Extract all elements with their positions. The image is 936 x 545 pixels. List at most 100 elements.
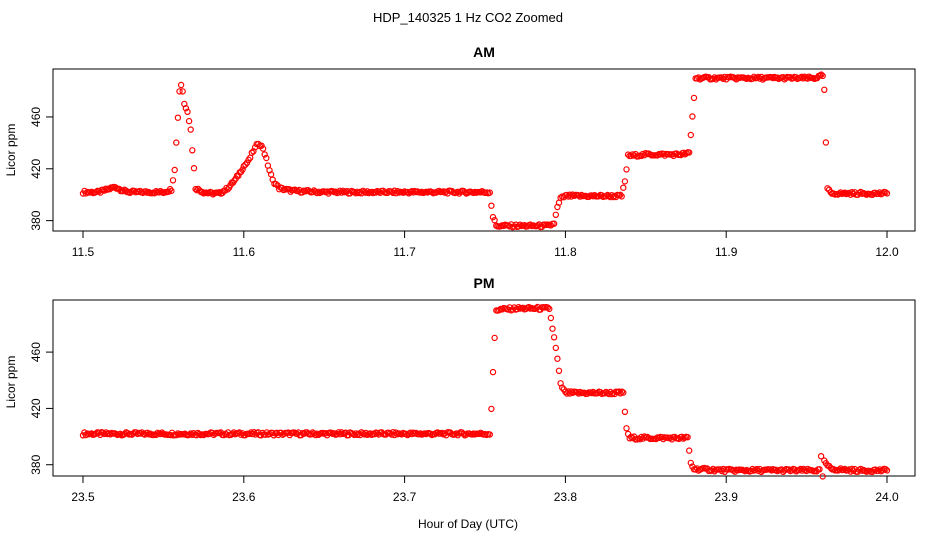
am-data-point	[309, 188, 316, 196]
pm-points	[79, 303, 891, 480]
am-data-point	[617, 191, 624, 198]
pm-data-point	[549, 325, 556, 332]
pm-data-point	[620, 389, 627, 396]
pm-data-point	[772, 466, 780, 473]
pm-data-point	[554, 355, 561, 362]
am-data-point	[315, 188, 322, 195]
pm-data-point	[615, 388, 623, 395]
am-data-point	[443, 188, 450, 195]
pm-data-point	[797, 465, 804, 473]
am-data-point	[362, 189, 369, 196]
pm-y-axis-label: Licor ppm	[4, 356, 18, 409]
am-data-point	[850, 190, 857, 198]
am-data-point	[837, 189, 844, 196]
am-data-point	[168, 187, 175, 195]
am-data-point	[177, 81, 185, 89]
pm-data-point	[427, 430, 434, 437]
pm-data-point	[229, 430, 236, 437]
am-y-axis-label: Licor ppm	[4, 124, 18, 177]
am-data-point	[515, 223, 522, 230]
am-data-point	[313, 189, 321, 197]
x-axis-label: Hour of Day (UTC)	[418, 517, 518, 531]
am-data-point	[774, 74, 781, 81]
am-data-point	[822, 139, 830, 146]
pm-data-point	[366, 430, 374, 437]
pm-data-point	[187, 430, 194, 437]
am-data-point	[516, 221, 524, 228]
pm-data-point	[785, 466, 793, 473]
am-data-point	[187, 126, 194, 133]
pm-data-point	[371, 431, 378, 438]
am-data-point	[836, 190, 843, 197]
am-data-point	[630, 152, 638, 159]
pm-data-point	[684, 434, 691, 441]
pm-data-point	[331, 430, 338, 437]
am-x-axis: 11.5 11.6 11.7 11.8 11.9 12.0	[72, 231, 899, 259]
pm-panel: PM Licor ppm 23.5 23.6 23.7 23.8 23.9 24.0 38…	[4, 275, 916, 504]
am-data-point	[879, 190, 886, 197]
am-data-point	[356, 188, 364, 196]
pm-data-point	[559, 384, 566, 391]
pm-data-point	[882, 466, 889, 473]
am-data-point	[576, 193, 584, 200]
am-data-point	[750, 73, 758, 81]
pm-y-tick-label: 420	[29, 398, 43, 418]
pm-data-point	[552, 344, 560, 352]
pm-x-tick-label: 23.5	[71, 490, 95, 504]
am-x-tick-label: 11.9	[715, 245, 738, 259]
pm-data-point	[489, 368, 497, 376]
pm-data-point	[617, 390, 624, 397]
pm-plot-frame	[52, 299, 916, 477]
am-y-tick-label: 380	[29, 210, 43, 230]
am-data-point	[239, 166, 246, 173]
pm-data-point	[781, 467, 788, 474]
am-y-axis: 380 420 460	[29, 107, 53, 231]
am-data-point	[261, 151, 268, 158]
am-data-point	[248, 149, 255, 156]
am-data-point	[179, 88, 186, 95]
am-panel: AM Licor ppm 11.5 11.6 11.7 11.8 11.9 12.0 38…	[4, 44, 916, 259]
pm-data-point	[687, 459, 695, 467]
am-data-point	[182, 104, 190, 112]
am-data-point	[787, 73, 794, 81]
pm-data-point	[584, 390, 591, 397]
am-data-point	[192, 185, 199, 193]
am-data-point	[184, 108, 191, 116]
am-data-point	[547, 222, 555, 229]
am-data-point	[242, 161, 249, 168]
am-data-point	[454, 188, 461, 195]
am-data-point	[173, 139, 180, 146]
pm-x-tick-label: 23.9	[715, 490, 739, 504]
am-x-tick-label: 12.0	[875, 245, 899, 259]
am-data-point	[552, 211, 560, 218]
pm-data-point	[132, 429, 140, 436]
pm-panel-title: PM	[474, 275, 495, 291]
am-data-point	[819, 72, 826, 80]
pm-data-point	[519, 304, 527, 311]
am-data-point	[624, 151, 632, 158]
pm-y-axis: 380 420 460	[29, 342, 53, 475]
pm-data-point	[515, 304, 522, 311]
am-data-point	[690, 94, 698, 102]
pm-data-point	[819, 473, 826, 480]
pm-data-point	[768, 467, 775, 474]
am-data-point	[821, 86, 828, 94]
pm-data-point	[491, 334, 498, 342]
am-data-point	[521, 221, 528, 229]
am-data-point	[818, 71, 825, 78]
pm-data-point	[237, 431, 245, 438]
pm-y-tick-label: 460	[29, 342, 43, 362]
am-y-tick-label: 420	[29, 158, 43, 178]
pm-data-point	[412, 429, 420, 437]
am-data-point	[689, 113, 696, 120]
am-x-tick-label: 11.6	[233, 245, 256, 259]
pm-x-tick-label: 23.8	[554, 490, 578, 504]
am-data-point	[263, 154, 270, 162]
pm-data-point	[686, 447, 693, 454]
am-data-point	[709, 75, 717, 83]
pm-data-point	[850, 467, 857, 474]
am-data-point	[176, 88, 183, 95]
am-data-point	[800, 75, 807, 82]
pm-x-tick-label: 23.6	[232, 490, 256, 504]
